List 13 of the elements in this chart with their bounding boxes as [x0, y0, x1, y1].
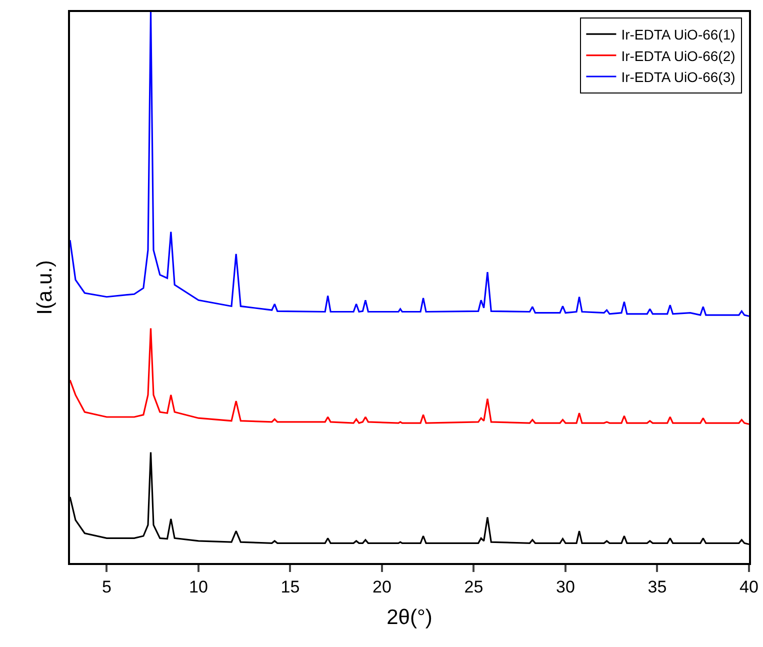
x-tick-label: 5: [102, 577, 112, 596]
x-tick-label: 15: [280, 577, 300, 596]
y-axis-title: I(a.u.): [34, 260, 57, 315]
legend-label: Ir-EDTA UiO-66(2): [621, 48, 736, 64]
x-tick-label: 35: [648, 577, 667, 596]
x-tick-label: 40: [740, 577, 758, 596]
legend-label: Ir-EDTA UiO-66(1): [621, 26, 736, 43]
x-tick-label: 25: [464, 577, 484, 596]
x-axis-title: 2θ(°): [386, 606, 432, 630]
legend-label: Ir-EDTA UiO-66(3): [621, 68, 736, 85]
x-tick-label: 30: [556, 577, 575, 596]
x-tick-label: 10: [189, 577, 208, 596]
x-tick-label: 20: [372, 577, 392, 596]
